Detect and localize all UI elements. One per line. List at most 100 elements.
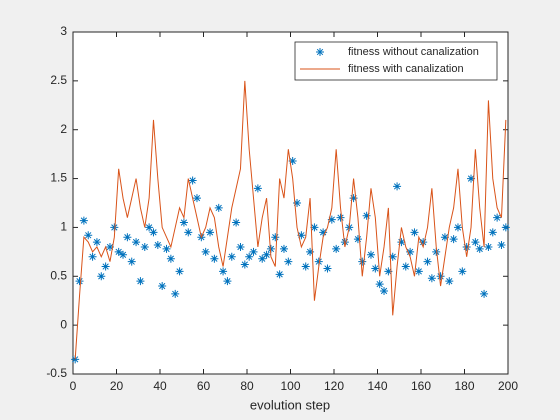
scatter-point [462,242,471,251]
scatter-point [493,213,502,222]
scatter-point [432,247,441,256]
scatter-point [458,267,467,276]
scatter-point [214,203,223,212]
scatter-point [414,267,423,276]
x-axis-label: evolution step [250,397,330,412]
y-tick-label: 0 [60,317,67,331]
scatter-point [423,257,432,266]
x-tick-label: 120 [324,379,344,393]
scatter-point [149,228,158,237]
scatter-point [171,289,180,298]
x-tick-label: 0 [70,379,77,393]
scatter-point [314,257,323,266]
scatter-point [362,211,371,220]
scatter-point [410,228,419,237]
scatter-point [284,257,293,266]
x-tick-label: 180 [454,379,474,393]
scatter-point [301,262,310,271]
y-tick-label: 2.5 [50,73,67,87]
scatter-point [84,231,93,240]
scatter-point [145,223,154,232]
x-tick-label: 160 [411,379,431,393]
x-tick-label: 140 [367,379,387,393]
scatter-point [140,242,149,251]
legend-marker [316,48,324,56]
scatter-point [323,264,332,273]
scatter-point [188,176,197,185]
scatter-point [79,216,88,225]
legend-box [294,41,498,81]
scatter-point [153,241,162,250]
x-tick-label: 40 [153,379,167,393]
scatter-point [436,272,445,281]
scatter-point [371,264,380,273]
y-tick-label: -0.5 [46,366,67,380]
scatter-point [366,250,375,259]
scatter-point [484,242,493,251]
legend-label: fitness without canalization [348,46,479,58]
scatter-point [236,242,245,251]
scatter-point [175,267,184,276]
scatter-point [453,223,462,232]
scatter-point [119,250,128,259]
scatter-point [497,241,506,250]
scatter-point [288,156,297,165]
scatter-point [349,194,358,203]
plot-area [73,32,508,374]
scatter-point [471,238,480,247]
axes-box [72,31,509,375]
y-tick-label: 1.5 [50,171,67,185]
scatter-point [206,228,215,237]
scatter-point [179,218,188,227]
scatter-point [253,184,262,193]
scatter-point [501,223,510,232]
scatter-point [271,233,280,242]
scatter-point [192,194,201,203]
scatter-point [440,233,449,242]
line-series [74,80,507,360]
scatter-point [375,280,384,289]
scatter-point [297,231,306,240]
scatter-point [310,223,319,232]
x-tick-label: 200 [498,379,518,393]
scatter-point [401,262,410,271]
scatter-point [293,199,302,207]
scatter-point [210,254,219,263]
scatter-point [184,228,193,237]
scatter-point [467,174,476,183]
x-tick-label: 100 [280,379,300,393]
scatter-point [327,215,336,224]
scatter-point [384,267,393,276]
scatter-point [480,289,489,298]
scatter-point [240,260,249,269]
x-tick-label: 20 [110,379,124,393]
x-tick-label: 80 [240,379,254,393]
scatter-point [336,213,345,222]
y-tick-label: 3 [60,24,67,38]
scatter-point [132,238,141,247]
scatter-point [123,233,132,242]
scatter-point [258,254,267,263]
scatter-point [245,252,254,261]
scatter-point [445,277,454,286]
scatter-point [158,282,167,291]
scatter-point [227,252,236,261]
scatter-point [232,218,241,227]
scatter-point [419,238,428,247]
scatter-point [127,257,136,266]
scatter-point [266,244,275,253]
scatter-point [319,228,328,237]
scatter-point [219,267,228,276]
scatter-point [101,262,110,271]
scatter-point [488,228,497,237]
scatter-point [388,252,397,261]
scatter-point [223,277,232,286]
scatter-point [201,247,210,256]
scatter-point [88,252,97,261]
scatter-point [105,242,114,251]
scatter-point [75,277,84,286]
scatter-point [406,247,415,256]
scatter-point [262,250,271,259]
